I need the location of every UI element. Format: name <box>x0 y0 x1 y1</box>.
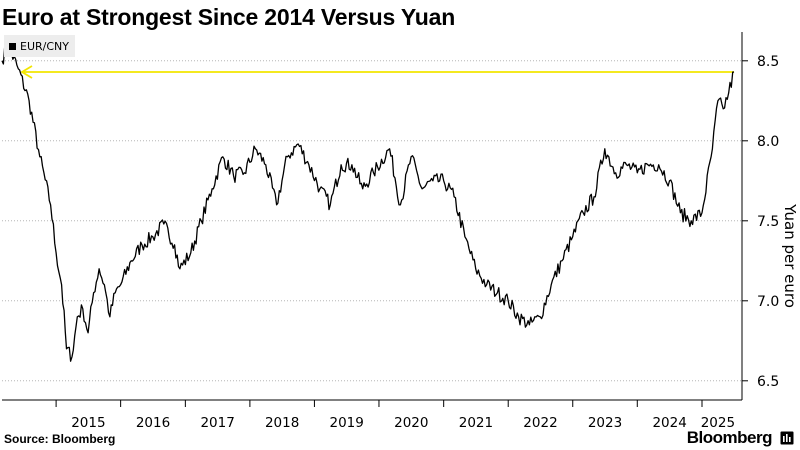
series-line-eur-cny <box>1 44 735 362</box>
gridlines <box>2 60 742 382</box>
x-tick-label: 2022 <box>523 415 557 431</box>
x-axis: 2015 2016 2017 2018 2019 2020 2021 2022 2023 2024… <box>2 399 742 431</box>
y-tick-label: 7.0 <box>757 294 779 310</box>
legend-swatch <box>9 42 16 50</box>
chart-title: Euro at Strongest Since 2014 Versus Yuan <box>2 4 456 30</box>
x-tick-label: 2023 <box>588 415 622 431</box>
terminal-icon <box>780 431 794 445</box>
x-tick-label: 2025 <box>701 415 735 431</box>
reference-arrowhead <box>20 65 33 79</box>
x-tick-label: 2024 <box>652 415 686 431</box>
x-tick-label: 2017 <box>200 415 234 431</box>
x-tick-label: 2015 <box>71 415 105 431</box>
y-tick-label: 8.0 <box>757 134 779 150</box>
x-tick-label: 2020 <box>394 415 428 431</box>
x-tick-label: 2018 <box>265 415 299 431</box>
y-tick-label: 8.5 <box>757 54 779 70</box>
brand-logo: Bloomberg <box>686 428 773 447</box>
y-axis-label: Yuan per euro <box>781 203 799 308</box>
legend-label: EUR/CNY <box>20 39 69 53</box>
legend: EUR/CNY <box>4 35 75 57</box>
x-tick-label: 2021 <box>459 415 493 431</box>
y-tick-label: 7.5 <box>757 214 779 230</box>
x-tick-label: 2019 <box>330 415 364 431</box>
x-tick-label: 2016 <box>136 415 170 431</box>
y-tick-label: 6.5 <box>757 374 779 390</box>
series-layer <box>1 44 735 362</box>
source-note: Source: Bloomberg <box>4 432 116 446</box>
y-axis: 6.5 7.0 7.5 8.0 8.5 <box>741 32 779 400</box>
reference-line-layer <box>20 65 734 79</box>
